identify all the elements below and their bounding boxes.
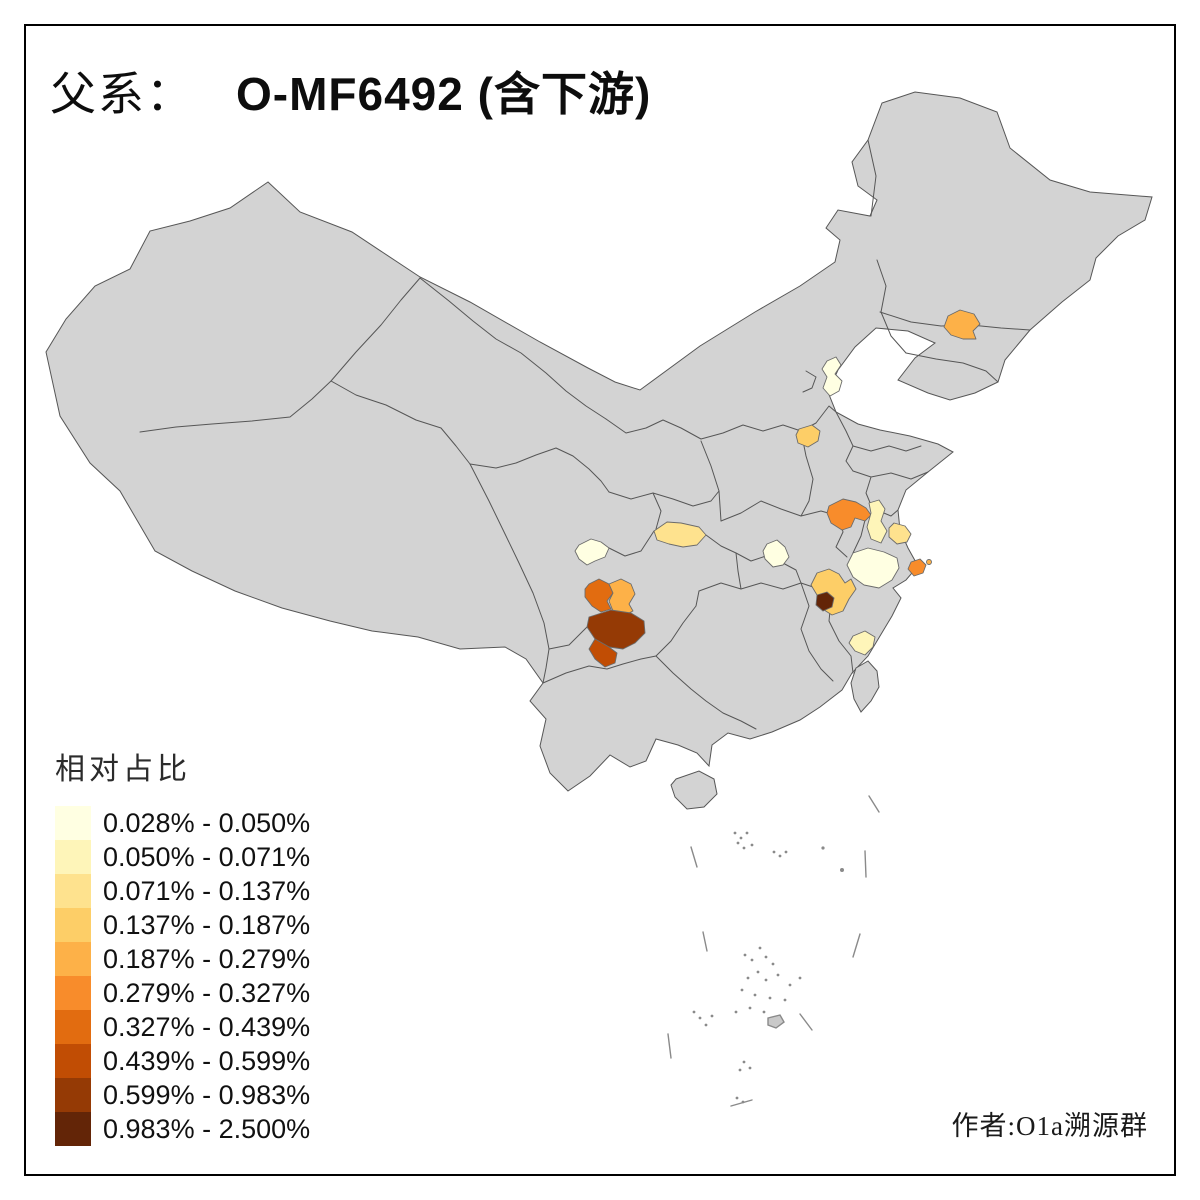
mainland-outline: [45, 91, 1153, 792]
attribution: 作者:O1a溯源群: [951, 1111, 1148, 1141]
legend-label: 0.983% - 2.500%: [103, 1113, 311, 1144]
central-jilin-northeast-patch: [943, 309, 981, 340]
legend-items: 0.028% - 0.050% 0.050% - 0.071% 0.071% - 0…: [55, 806, 310, 1146]
chengdu-plain-patch: [574, 538, 610, 566]
legend-swatch: [55, 1112, 91, 1146]
south-sichuan-east-patch: [608, 578, 636, 617]
legend-swatch: [55, 806, 91, 840]
coastal-jiangsu-patch: [888, 522, 912, 545]
colored-regions: [574, 309, 981, 668]
legend-label: 0.439% - 0.599%: [103, 1045, 311, 1076]
legend-label: 0.050% - 0.071%: [103, 841, 311, 872]
legend-row: 0.439% - 0.599%: [55, 1044, 310, 1078]
chongqing-patch: [653, 521, 707, 548]
legend-swatch: [55, 942, 91, 976]
west-zhejiang-dark-core: [815, 591, 835, 612]
legend-label: 0.599% - 0.983%: [103, 1079, 311, 1110]
spratly-islet: [767, 1014, 785, 1029]
legend-row: 0.279% - 0.327%: [55, 976, 310, 1010]
legend-title: 相对占比: [55, 753, 191, 786]
northern-jiangsu-anhui-patch: [826, 498, 872, 531]
coastal-fujian-patch: [848, 630, 876, 656]
legend-label: 0.187% - 0.279%: [103, 943, 311, 974]
legend-swatch: [55, 1010, 91, 1044]
legend: 相对占比 0.028% - 0.050% 0.050% - 0.071% 0.071…: [55, 744, 310, 1146]
legend-row: 0.071% - 0.137%: [55, 874, 310, 908]
chongming-islet-dot: [926, 559, 932, 565]
legend-row: 0.050% - 0.071%: [55, 840, 310, 874]
legend-row: 0.028% - 0.050%: [55, 806, 310, 840]
map-title: 父系： O-MF6492 (含下游): [50, 58, 651, 124]
southern-hebei-patch: [795, 424, 821, 448]
liangshan-south-sichuan-patch: [586, 609, 646, 650]
south-jiangsu-north-zhejiang-patch: [846, 547, 900, 589]
central-hubei-patch: [762, 539, 790, 568]
legend-label: 0.137% - 0.187%: [103, 909, 311, 940]
tianjin-area-patch: [821, 356, 843, 397]
title-prefix: 父系：: [50, 69, 194, 120]
legend-row: 0.599% - 0.983%: [55, 1078, 310, 1112]
legend-swatch: [55, 976, 91, 1010]
shanghai-area-patch: [907, 558, 927, 577]
taiwan-island: [850, 660, 880, 713]
islet-dots: [692, 831, 844, 1104]
legend-label: 0.071% - 0.137%: [103, 875, 311, 906]
legend-row: 0.983% - 2.500%: [55, 1112, 310, 1146]
legend-row: 0.187% - 0.279%: [55, 942, 310, 976]
islands: [670, 660, 880, 810]
legend-swatch: [55, 874, 91, 908]
legend-swatch: [55, 1078, 91, 1112]
title-main: O-MF6492 (含下游): [236, 68, 652, 120]
panzhihua-area-patch: [588, 638, 618, 668]
south-sichuan-west-patch: [584, 578, 614, 613]
legend-swatch: [55, 840, 91, 874]
legend-swatch: [55, 908, 91, 942]
legend-label: 0.279% - 0.327%: [103, 977, 311, 1008]
mainland-china: [45, 91, 1153, 792]
hainan-island: [670, 770, 718, 810]
south-china-sea-marks: [667, 795, 880, 1107]
legend-row: 0.137% - 0.187%: [55, 908, 310, 942]
central-jiangsu-patch: [866, 499, 888, 544]
legend-label: 0.028% - 0.050%: [103, 807, 311, 838]
legend-swatch: [55, 1044, 91, 1078]
legend-row: 0.327% - 0.439%: [55, 1010, 310, 1044]
legend-label: 0.327% - 0.439%: [103, 1011, 311, 1042]
